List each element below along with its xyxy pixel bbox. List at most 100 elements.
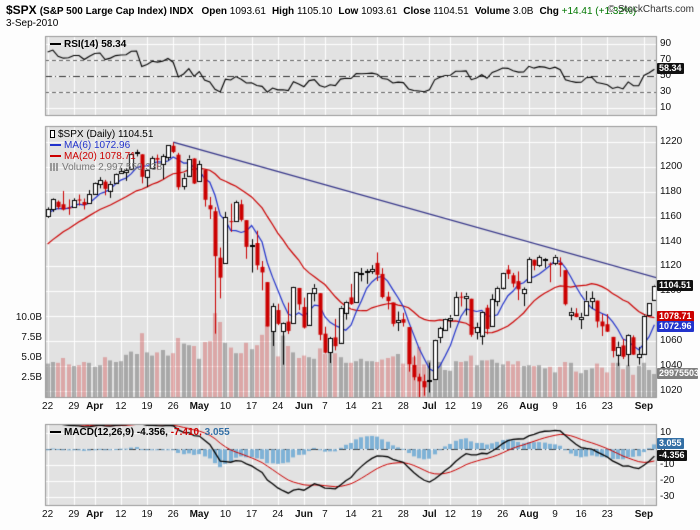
quote-field-value: 1093.61 xyxy=(229,6,266,17)
axis-tick: 10.0B xyxy=(15,312,42,323)
axis-tick: Jun xyxy=(295,401,313,412)
axis-tick: 12 xyxy=(444,509,456,520)
axis-tick: 14 xyxy=(345,401,357,412)
ma6-value-box: 1072.96 xyxy=(657,320,694,332)
volume-value-box: 29975503 xyxy=(657,368,698,379)
quote-field-label: Close xyxy=(403,6,434,17)
axis-tick: May xyxy=(189,509,210,520)
axis-tick: 19 xyxy=(470,401,483,412)
axis-tick: -30 xyxy=(660,490,675,502)
axis-tick: 26 xyxy=(497,509,509,520)
axis-tick: 7.5B xyxy=(21,332,42,343)
axis-tick: 1140 xyxy=(660,235,682,247)
axis-tick: 1160 xyxy=(660,210,682,222)
quote-field-value: 3.0B xyxy=(512,6,534,17)
axis-tick: 24 xyxy=(272,509,284,520)
rsi-label-text: RSI(14) 58.34 xyxy=(64,39,127,50)
axis-tick: -10 xyxy=(660,459,675,470)
rsi-label: RSI(14) 58.34 xyxy=(50,39,126,50)
axis-tick: 22 xyxy=(42,509,54,520)
axis-tick: 1100 xyxy=(660,285,682,297)
axis-tick: 30 xyxy=(660,86,672,97)
macd-value: -4.356, xyxy=(136,427,168,438)
axis-tick: 28 xyxy=(397,509,409,520)
axis-tick: 70 xyxy=(660,54,672,65)
quote-field-value: +14.41 (+1.32%) xyxy=(561,6,637,17)
quote-date: 3-Sep-2010 xyxy=(6,18,59,29)
axis-tick: 5.0B xyxy=(21,352,42,363)
axis-tick: 16 xyxy=(575,401,587,412)
axis-tick: 19 xyxy=(141,509,153,520)
axis-tick: Apr xyxy=(86,401,104,412)
legend-row-2: MA(20) 1078.71 xyxy=(50,151,162,162)
axis-tick: 28 xyxy=(397,401,409,412)
axis-tick: 10 xyxy=(219,509,232,520)
line-swatch-icon xyxy=(50,155,61,158)
axis-tick: 17 xyxy=(246,509,258,520)
bars-swatch-icon xyxy=(50,163,59,172)
quote-field-label: Chg xyxy=(539,6,562,17)
axis-tick: 1020 xyxy=(660,384,683,396)
axis-tick: 9 xyxy=(552,401,558,412)
axis-tick: 23 xyxy=(601,401,613,412)
legend-row-1: MA(6) 1072.96 xyxy=(50,140,162,151)
legend-text: MA(6) 1072.96 xyxy=(64,140,131,151)
axis-tick: 90 xyxy=(660,38,672,49)
axis-tick: Apr xyxy=(86,509,104,520)
axis-tick: 19 xyxy=(141,401,153,412)
axis-tick: Jul xyxy=(422,509,437,520)
macd-label-text: MACD(12,26,9) xyxy=(64,427,135,438)
quote-field-label: Open xyxy=(201,6,230,17)
axis-tick: 1220 xyxy=(660,136,683,148)
macd-value: -7.410, xyxy=(167,427,202,438)
line-swatch-icon xyxy=(50,144,61,147)
axis-tick: 1060 xyxy=(660,334,683,346)
quote-field-label: Volume xyxy=(474,6,513,17)
axis-tick: -20 xyxy=(660,474,675,486)
ma20-value-box: 1078.71 xyxy=(657,310,694,322)
axis-tick: 21 xyxy=(371,509,383,520)
axis-tick: 2.5B xyxy=(21,372,42,383)
macd-values: -4.356, -7.410, 3.055 xyxy=(137,427,230,438)
axis-tick: 29 xyxy=(68,401,80,412)
axis-tick: 10 xyxy=(219,401,232,412)
axis-tick: 9 xyxy=(552,509,558,520)
axis-tick: 12 xyxy=(115,509,127,520)
axis-tick: Aug xyxy=(519,509,539,520)
symbol: $SPX xyxy=(6,3,37,17)
macd-value-box: -4.356 xyxy=(657,450,687,462)
legend-row-3: Volume 2,997,550,338 xyxy=(50,162,162,173)
axis-tick: 10 xyxy=(660,427,672,439)
axis-tick: 1180 xyxy=(660,185,682,197)
copyright: © StockCharts.com xyxy=(607,4,694,15)
quote-field-label: Low xyxy=(338,6,362,17)
axis-tick: 26 xyxy=(497,401,509,412)
axis-tick: 26 xyxy=(167,509,179,520)
axis-tick: 7 xyxy=(322,401,328,412)
axis-tick: 50 xyxy=(660,70,672,81)
close-value-box: 1104.51 xyxy=(657,279,694,291)
macd-label: MACD(12,26,9) -4.356, -7.410, 3.055 xyxy=(50,427,230,438)
quote-field-value: 1093.61 xyxy=(361,6,398,17)
quote-field-value: 1105.10 xyxy=(296,6,333,17)
chart-header: $SPX (S&P 500 Large Cap Index) INDX Open 1… xyxy=(6,3,694,17)
axis-tick: 19 xyxy=(470,509,483,520)
axis-tick: 14 xyxy=(345,509,357,520)
legend-text: MA(20) 1078.71 xyxy=(64,151,136,162)
axis-tick: Sep xyxy=(634,401,654,412)
axis-tick: 7 xyxy=(322,509,328,520)
rsi-line-icon xyxy=(50,43,61,46)
macd-hist-value-box: 3.055 xyxy=(657,438,684,450)
rsi-value-box: 58.34 xyxy=(657,63,684,75)
axis-tick: 24 xyxy=(272,401,284,412)
axis-tick: Aug xyxy=(519,401,539,412)
macd-line-icon xyxy=(50,431,61,434)
axis-tick: 16 xyxy=(575,509,587,520)
legend-row-0: $SPX (Daily) 1104.51 xyxy=(50,129,162,140)
axis-tick: 21 xyxy=(371,401,383,412)
quote-field-value: 1104.51 xyxy=(433,6,469,17)
axis-tick: 12 xyxy=(115,401,127,412)
axis-tick: 22 xyxy=(42,401,54,412)
